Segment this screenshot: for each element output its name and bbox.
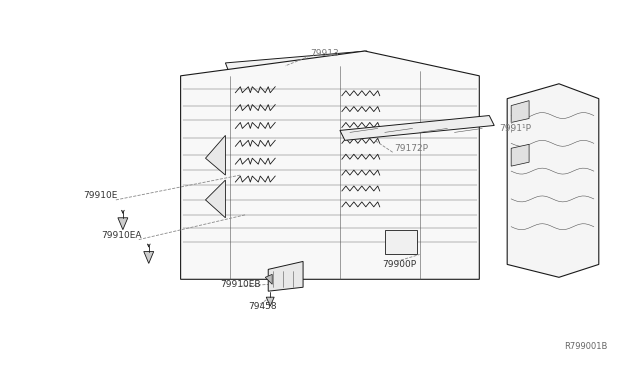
Polygon shape (265, 274, 272, 284)
Text: 79458: 79458 (248, 302, 277, 311)
Text: 79913: 79913 (310, 48, 339, 58)
Text: 79910EA: 79910EA (101, 231, 141, 240)
Polygon shape (511, 101, 529, 122)
Polygon shape (511, 144, 529, 166)
Text: 79172P: 79172P (395, 144, 429, 153)
Polygon shape (205, 180, 225, 218)
Text: 79910EB: 79910EB (220, 280, 261, 289)
Polygon shape (385, 230, 417, 254)
Polygon shape (225, 51, 372, 76)
Polygon shape (180, 51, 479, 279)
Polygon shape (118, 218, 128, 230)
Polygon shape (340, 116, 494, 140)
Polygon shape (144, 251, 154, 263)
Polygon shape (266, 297, 274, 306)
Text: 79910E: 79910E (83, 192, 117, 201)
Polygon shape (205, 135, 225, 175)
Text: 79900P: 79900P (381, 260, 416, 269)
Text: 7991¹P: 7991¹P (499, 124, 531, 133)
Text: R799001B: R799001B (564, 342, 607, 351)
Polygon shape (268, 262, 303, 291)
Polygon shape (507, 84, 599, 277)
